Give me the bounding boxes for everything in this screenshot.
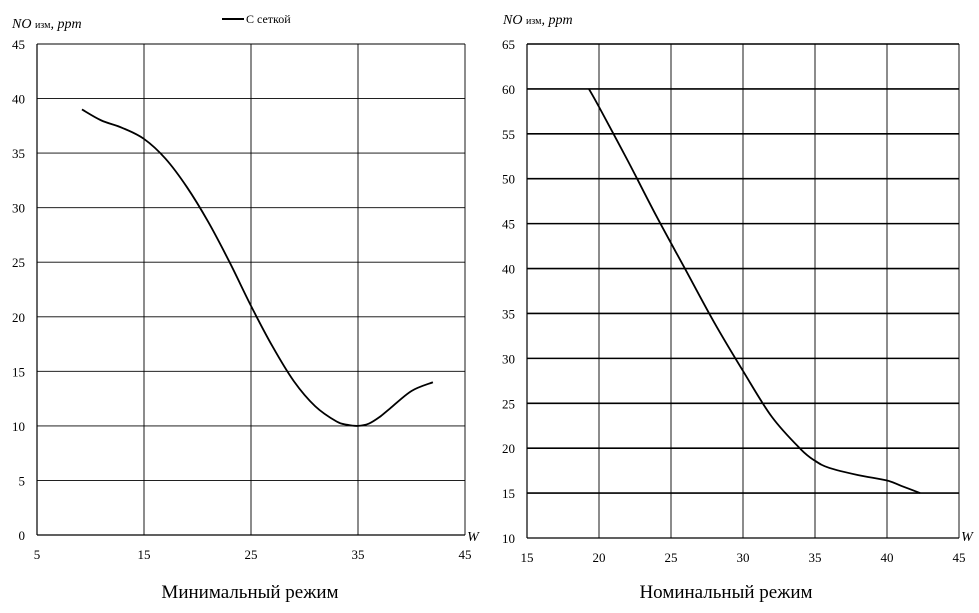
- y-tick-label: 5: [19, 473, 26, 488]
- y-axis-label-main: NO: [502, 13, 526, 28]
- y-tick-label: 45: [502, 217, 515, 232]
- y-tick-label: 15: [502, 486, 515, 501]
- x-axis-label: W: [467, 530, 480, 545]
- y-tick-label: 60: [502, 82, 515, 97]
- x-tick-label: 30: [737, 550, 750, 565]
- x-tick-label: 25: [665, 550, 678, 565]
- y-tick-label: 65: [502, 37, 515, 52]
- x-tick-label: 20: [593, 550, 606, 565]
- y-tick-label: 45: [12, 37, 25, 52]
- x-tick-label: 5: [34, 547, 41, 562]
- chart-subtitle: Минимальный режим: [161, 582, 338, 603]
- series-line: [81, 108, 434, 427]
- y-tick-label: 30: [502, 351, 515, 366]
- y-tick-label: 35: [12, 146, 25, 161]
- y-tick-label: 0: [19, 528, 26, 543]
- x-tick-label: 15: [521, 550, 534, 565]
- y-tick-label: 40: [12, 92, 25, 107]
- x-tick-label: 35: [352, 547, 365, 562]
- y-tick-label: 25: [502, 396, 515, 411]
- x-tick-label: 45: [459, 547, 472, 562]
- y-tick-label: 10: [12, 419, 25, 434]
- y-axis-label: NO изм, ppm: [11, 17, 82, 32]
- y-axis-label: NO изм, ppm: [502, 13, 573, 28]
- y-tick-label: 10: [502, 531, 515, 546]
- y-axis-label-unit: , ppm: [541, 13, 572, 28]
- y-tick-label: 25: [12, 255, 25, 270]
- y-axis-label-sub: изм: [35, 20, 51, 31]
- y-tick-label: 20: [12, 310, 25, 325]
- y-tick-label: 55: [502, 127, 515, 142]
- x-tick-label: 40: [881, 550, 894, 565]
- x-tick-label: 15: [138, 547, 151, 562]
- y-tick-label: 30: [12, 201, 25, 216]
- chart-subtitle: Номинальный режим: [639, 582, 812, 603]
- y-axis-label-main: NO: [11, 17, 35, 32]
- legend-entry: С сеткой: [246, 12, 291, 26]
- x-axis-label: W: [961, 530, 974, 545]
- chart-nominal-mode: 10 15 20 25 30 35 40 45 50 55 60 65 15 20 25 30 35 40 45 NO…: [502, 13, 974, 603]
- y-axis-label-sub: изм: [526, 16, 542, 27]
- x-tick-label: 35: [809, 550, 822, 565]
- x-tick-label: 25: [245, 547, 258, 562]
- y-axis-label-unit: , ppm: [50, 17, 81, 32]
- y-tick-label: 35: [502, 306, 515, 321]
- y-tick-label: 20: [502, 441, 515, 456]
- y-tick-label: 40: [502, 262, 515, 277]
- x-tick-label: 45: [953, 550, 966, 565]
- y-tick-label: 50: [502, 172, 515, 187]
- y-tick-label: 15: [12, 364, 25, 379]
- series-line: [588, 88, 921, 494]
